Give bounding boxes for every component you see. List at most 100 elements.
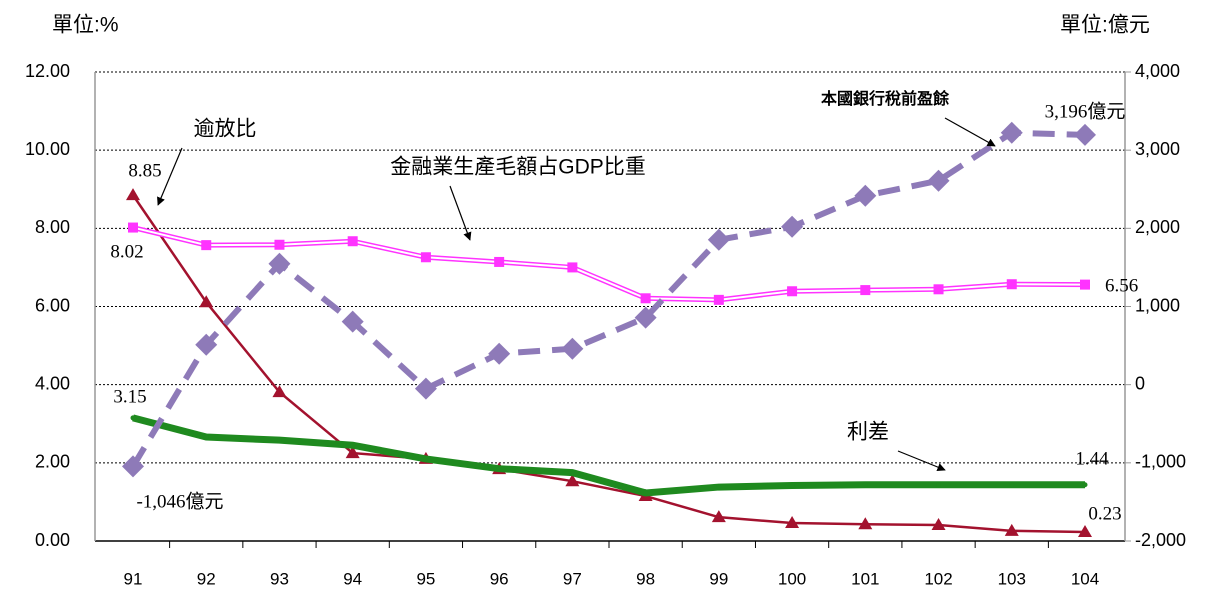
marker [345, 446, 360, 459]
marker [1080, 279, 1090, 290]
left-unit: 單位:% [52, 14, 119, 37]
annotation: 金融業生產毛額占GDP比重 [390, 156, 646, 179]
data-label: 0.23 [1088, 503, 1121, 524]
marker [414, 377, 437, 400]
annotation-arrow [897, 450, 946, 472]
y2-tick-label: -2,000 [1135, 530, 1186, 550]
marker [130, 415, 136, 421]
marker [423, 456, 429, 462]
y2-tick-label: 1,000 [1135, 295, 1180, 315]
marker [643, 490, 649, 496]
annotation-arrow [449, 185, 472, 241]
data-label: -1,046億元 [136, 490, 223, 512]
marker [567, 262, 578, 273]
data-label: 8.02 [110, 241, 143, 262]
data-label: 1.44 [1075, 448, 1109, 469]
annotation-arrow [944, 117, 996, 147]
marker [862, 482, 868, 488]
marker [1082, 482, 1088, 488]
marker [122, 455, 144, 478]
marker [781, 215, 804, 238]
x-tick-label: 91 [124, 569, 143, 588]
marker [860, 285, 871, 296]
grid: 0.00 2.00 4.00 6.00 8.00 10.00 12.00 -2,000 -1,0… [25, 61, 1186, 589]
y2-tick-label: 2,000 [1135, 217, 1180, 237]
annotation: 本國銀行稅前盈餘 [821, 89, 950, 108]
right-unit: 單位:億元 [1060, 14, 1150, 37]
annotation: 利差 [847, 421, 889, 444]
x-tick-label: 97 [563, 569, 582, 588]
y2-tick-label: -1,000 [1135, 452, 1186, 472]
marker [1078, 525, 1092, 538]
marker [858, 517, 873, 530]
data-label: 6.56 [1105, 275, 1138, 296]
marker [711, 510, 726, 523]
marker [787, 286, 798, 297]
data-label: 3.15 [113, 386, 146, 407]
marker [272, 385, 287, 398]
marker [126, 188, 140, 201]
y2-tick-label: 0 [1135, 373, 1145, 393]
x-tick-label: 94 [343, 569, 362, 588]
marker [789, 483, 795, 489]
marker [276, 437, 282, 443]
marker [350, 442, 356, 448]
marker [931, 517, 946, 530]
series-line [132, 226, 1086, 301]
marker [347, 236, 358, 247]
x-tick-label: 99 [709, 569, 728, 588]
marker [936, 482, 942, 488]
marker [565, 474, 580, 487]
y-tick-label: 6.00 [35, 295, 70, 315]
x-tick-label: 93 [270, 569, 289, 588]
series-line [130, 129, 1086, 468]
x-tick-label: 96 [490, 569, 509, 588]
series-line [131, 194, 1086, 534]
marker [1004, 523, 1019, 536]
marker [128, 222, 138, 233]
marker [569, 470, 575, 476]
marker [199, 295, 214, 308]
marker [713, 294, 724, 305]
annotation-arrow [157, 147, 183, 206]
marker [203, 434, 209, 440]
marker [1074, 123, 1096, 146]
series-layer: 8.85 0.23 8.02 6.56 3.15 1.44 -1,046億元 3,196億元 [110, 100, 1138, 538]
y-tick-label: 10.00 [25, 139, 70, 159]
marker [785, 516, 800, 529]
series-line [132, 414, 1085, 497]
marker [341, 310, 364, 333]
y-tick-label: 8.00 [35, 217, 70, 237]
marker [1006, 279, 1017, 290]
x-tick-label: 103 [998, 569, 1026, 588]
y-tick-label: 2.00 [35, 452, 70, 472]
marker [274, 239, 285, 250]
marker [268, 252, 291, 275]
marker [494, 256, 505, 267]
marker [933, 284, 944, 295]
marker [854, 184, 877, 207]
marker [716, 484, 722, 490]
y-tick-label: 0.00 [35, 530, 70, 550]
marker [707, 228, 730, 251]
x-tick-label: 104 [1071, 569, 1099, 588]
x-tick-label: 95 [416, 569, 435, 588]
marker [561, 337, 584, 360]
y-tick-label: 4.00 [35, 373, 70, 393]
marker [927, 169, 950, 192]
marker [640, 293, 651, 304]
marker [201, 240, 212, 251]
marker [195, 333, 218, 356]
annotation: 逾放比 [194, 118, 257, 141]
data-label: 8.85 [128, 160, 161, 181]
x-tick-label: 98 [636, 569, 655, 588]
y-tick-label: 12.00 [25, 61, 70, 81]
x-tick-label: 101 [851, 569, 879, 588]
marker [1009, 482, 1015, 488]
x-tick-label: 102 [924, 569, 952, 588]
marker [1000, 121, 1023, 144]
x-tick-label: 100 [778, 569, 806, 588]
marker [634, 306, 657, 329]
marker [488, 342, 511, 365]
